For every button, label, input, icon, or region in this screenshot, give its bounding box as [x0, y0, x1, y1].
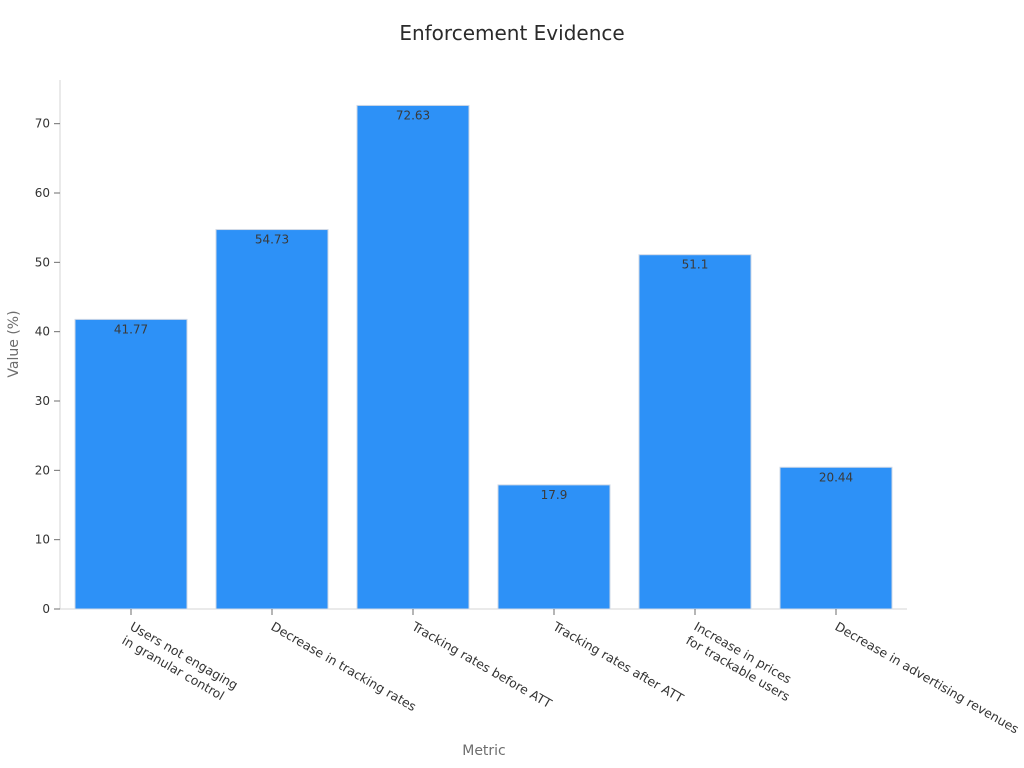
bars: 41.77 54.73 72.63 17.9 51.1 20.44: [74, 104, 893, 610]
chart-title: Enforcement Evidence: [399, 21, 624, 45]
y-axis-ticks: 0 10 20 30 40 50 60 70: [35, 117, 60, 616]
bar: [215, 229, 329, 610]
y-tick-label: 50: [35, 255, 50, 269]
bar-value-label: 41.77: [114, 322, 148, 336]
x-tick-label: Decrease in advertising revenues: [833, 619, 1022, 737]
bar: [497, 484, 611, 610]
y-tick-label: 20: [35, 463, 50, 477]
x-axis-label: Metric: [462, 743, 506, 759]
x-tick-label-line: Tracking rates after ATT: [550, 618, 687, 706]
bar: [356, 104, 470, 610]
x-tick-label: Tracking rates after ATT: [550, 618, 687, 706]
bar-value-label: 20.44: [819, 470, 853, 484]
x-tick-label: Tracking rates before ATT: [409, 618, 555, 711]
y-tick-label: 30: [35, 394, 50, 408]
y-tick-label: 70: [35, 117, 50, 131]
y-tick-label: 10: [35, 533, 50, 547]
x-axis-ticks: Users not engagingin granular control Dec…: [120, 609, 1022, 736]
x-tick-label-line: Decrease in tracking rates: [269, 619, 419, 714]
y-tick-label: 60: [35, 186, 50, 200]
y-tick-label: 40: [35, 325, 50, 339]
bar-value-label: 72.63: [396, 108, 430, 122]
x-tick-label: Decrease in tracking rates: [269, 619, 419, 714]
x-tick-label-line: Tracking rates before ATT: [409, 618, 555, 711]
bar-value-label: 17.9: [541, 488, 568, 502]
bar-value-label: 51.1: [682, 258, 709, 272]
x-tick-label: Increase in pricesfor trackable users: [684, 619, 801, 704]
y-tick-label: 0: [42, 602, 50, 616]
y-axis-label: Value (%): [6, 310, 22, 377]
bar: [638, 254, 752, 610]
bar: [779, 466, 893, 610]
bar-value-label: 54.73: [255, 233, 289, 247]
bar: [74, 318, 188, 610]
x-tick-label: Users not engagingin granular control: [120, 619, 241, 707]
x-tick-label-line: Decrease in advertising revenues: [833, 619, 1022, 737]
